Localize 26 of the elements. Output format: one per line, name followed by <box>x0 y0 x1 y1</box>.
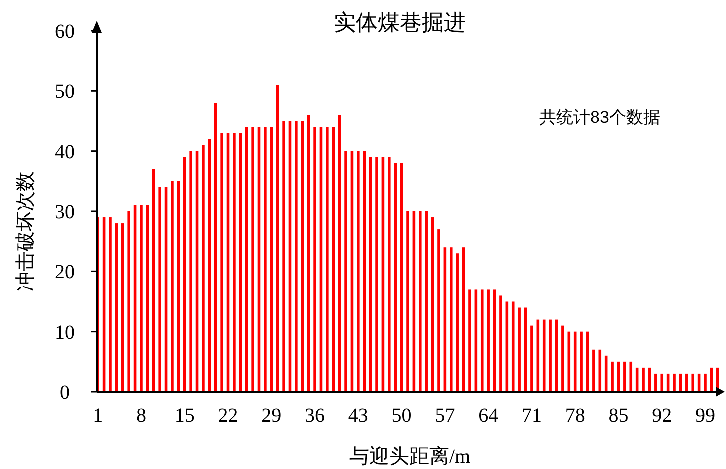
x-tick-label: 22 <box>218 405 238 427</box>
x-tick-label: 1 <box>93 405 104 427</box>
x-tick-label: 64 <box>478 405 499 427</box>
y-tick-label: 0 <box>60 382 70 404</box>
x-tick-label: 71 <box>522 405 542 427</box>
x-tick-label: 78 <box>565 405 586 427</box>
y-tick-label: 10 <box>55 322 75 344</box>
y-tick-label: 20 <box>55 262 75 284</box>
x-tick-label: 50 <box>392 405 412 427</box>
annotation: 共统计83个数据 <box>540 108 660 127</box>
x-tick-label: 8 <box>136 405 146 427</box>
x-tick-label: 92 <box>652 405 672 427</box>
x-tick-label: 85 <box>608 405 629 427</box>
y-tick-label: 40 <box>55 141 75 164</box>
y-tick-label: 50 <box>55 81 75 104</box>
x-axis-title: 与迎头距离/m <box>349 446 471 468</box>
x-tick-label: 36 <box>305 405 326 427</box>
y-tick-label: 60 <box>55 21 75 43</box>
x-tick-label: 15 <box>174 405 195 427</box>
y-tick-label: 30 <box>55 202 75 224</box>
x-tick-label: 43 <box>348 405 368 427</box>
y-axis-title: 冲击破坏次数 <box>15 172 37 292</box>
x-tick-label: 57 <box>435 405 456 427</box>
x-tick-label: 99 <box>696 405 716 427</box>
x-tick-label: 29 <box>262 405 282 427</box>
chart-title: 实体煤巷掘进 <box>334 10 466 35</box>
